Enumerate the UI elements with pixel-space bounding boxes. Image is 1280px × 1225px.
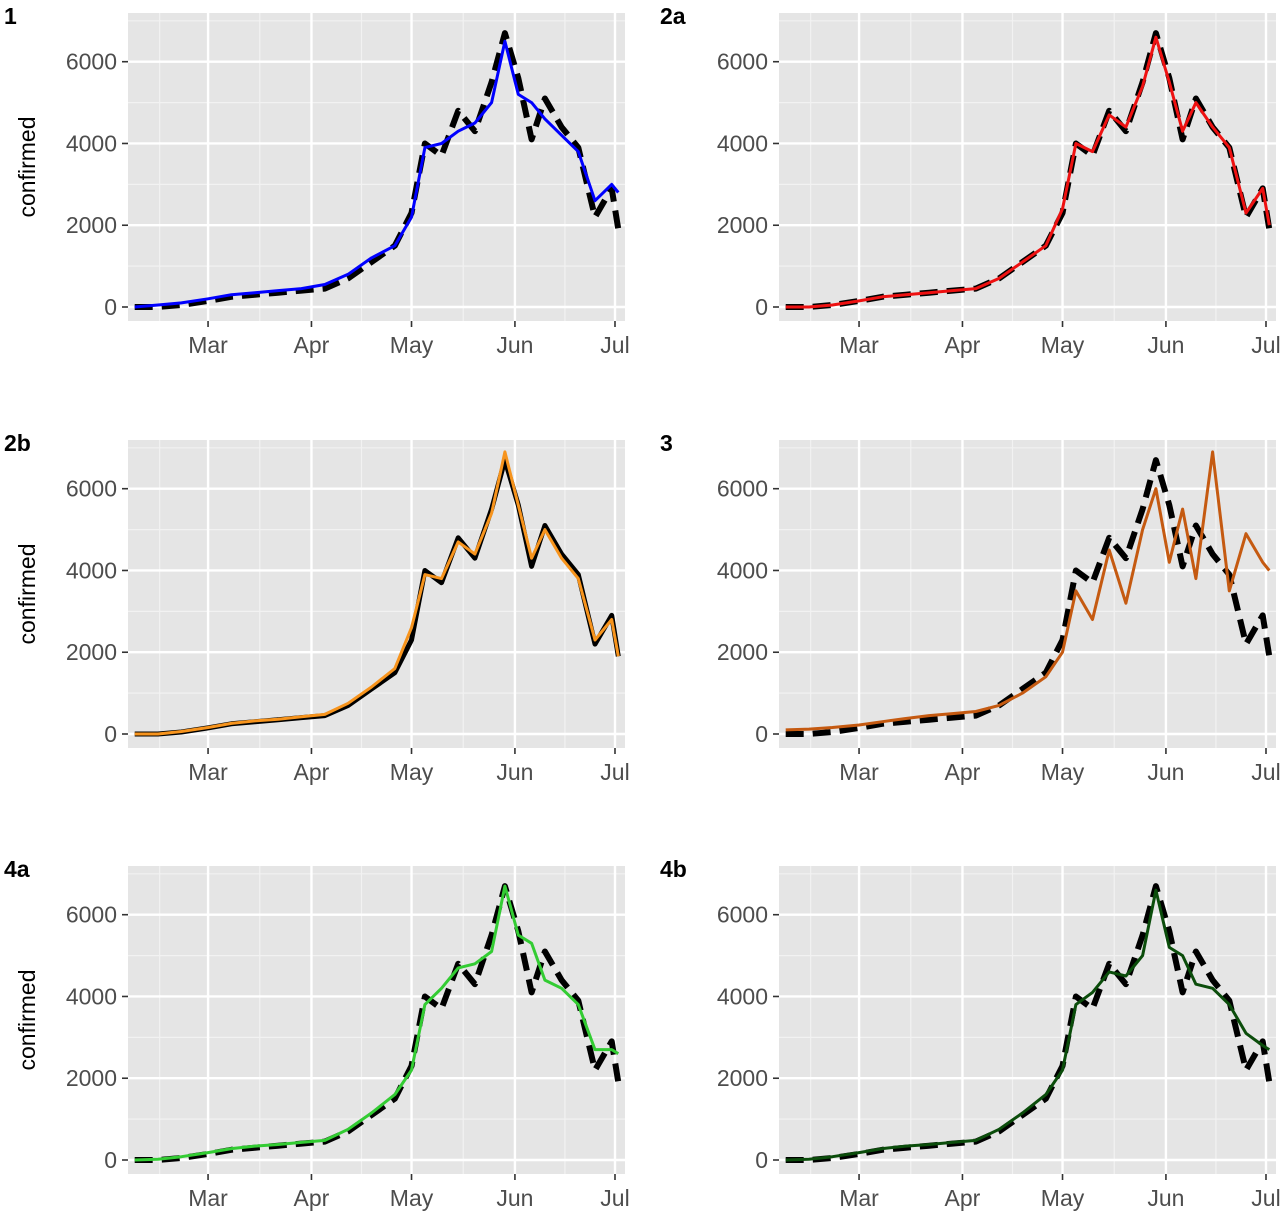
series-line-fitted bbox=[785, 35, 1271, 309]
x-tick-label: Jun bbox=[496, 332, 533, 358]
x-tick-label: May bbox=[1041, 1185, 1085, 1211]
x-tick-label: Apr bbox=[294, 332, 330, 358]
y-axis-title: confirmed bbox=[14, 117, 40, 218]
x-tick-label: Jun bbox=[1147, 1185, 1184, 1211]
y-tick-label: 2000 bbox=[66, 1065, 117, 1091]
x-tick-label: Mar bbox=[188, 1185, 228, 1211]
y-tick-label: 4000 bbox=[66, 130, 117, 156]
y-tick-label: 4000 bbox=[717, 983, 768, 1009]
y-tick-label: 4000 bbox=[66, 557, 117, 583]
x-tick-label: Mar bbox=[839, 759, 879, 785]
series-line-fitted bbox=[134, 884, 620, 1162]
y-tick-label: 6000 bbox=[717, 902, 768, 928]
x-tick-label: Jul bbox=[1251, 332, 1280, 358]
y-tick-label: 6000 bbox=[66, 49, 117, 75]
y-tick-label: 0 bbox=[104, 1147, 117, 1173]
y-tick-label: 0 bbox=[755, 294, 768, 320]
x-tick-label: Mar bbox=[839, 1185, 879, 1211]
y-tick-label: 6000 bbox=[66, 902, 117, 928]
panel-background bbox=[779, 866, 1276, 1174]
series-line-fitted bbox=[785, 450, 1271, 732]
chart-panel-4a: Mar Apr May Jun Jul 0 2000 4000 6000 confirmed 4a bbox=[4, 856, 630, 1211]
panel-tag: 2a bbox=[660, 3, 686, 29]
y-tick-label: 4000 bbox=[717, 557, 768, 583]
x-tick-label: May bbox=[1041, 759, 1085, 785]
x-tick-label: May bbox=[390, 1185, 434, 1211]
x-tick-label: Jun bbox=[496, 1185, 533, 1211]
y-tick-label: 2000 bbox=[717, 639, 768, 665]
series-line-observed bbox=[134, 30, 622, 310]
chart-panel-2a: Mar Apr May Jun Jul 0 2000 4000 6000 2a bbox=[660, 3, 1280, 358]
y-tick-label: 6000 bbox=[66, 476, 117, 502]
series-line-fitted bbox=[134, 450, 620, 736]
x-tick-label: Apr bbox=[945, 759, 981, 785]
x-tick-label: Jun bbox=[1147, 332, 1184, 358]
panel-background bbox=[779, 440, 1276, 748]
x-tick-label: Jul bbox=[1251, 1185, 1280, 1211]
chart-panel-3: Mar Apr May Jun Jul 0 2000 4000 6000 3 bbox=[660, 430, 1280, 785]
y-tick-label: 0 bbox=[104, 721, 117, 747]
chart-panel-4b: Mar Apr May Jun Jul 0 2000 4000 6000 4b bbox=[660, 856, 1280, 1211]
y-tick-label: 4000 bbox=[66, 983, 117, 1009]
x-tick-label: May bbox=[390, 759, 434, 785]
series-line-observed bbox=[785, 883, 1273, 1163]
x-tick-label: Apr bbox=[294, 1185, 330, 1211]
y-tick-label: 0 bbox=[755, 1147, 768, 1173]
y-tick-label: 2000 bbox=[717, 1065, 768, 1091]
y-tick-label: 4000 bbox=[717, 130, 768, 156]
x-tick-label: Mar bbox=[188, 759, 228, 785]
x-tick-label: Jul bbox=[600, 759, 629, 785]
x-tick-label: Jul bbox=[600, 1185, 629, 1211]
x-tick-label: Apr bbox=[945, 1185, 981, 1211]
x-tick-label: Jun bbox=[496, 759, 533, 785]
x-tick-label: Mar bbox=[188, 332, 228, 358]
x-tick-label: May bbox=[390, 332, 434, 358]
panel-tag: 2b bbox=[4, 430, 31, 456]
series-line-fitted bbox=[134, 39, 620, 309]
series-line-observed bbox=[134, 883, 622, 1163]
y-axis-title: confirmed bbox=[14, 970, 40, 1071]
y-axis-title: confirmed bbox=[14, 544, 40, 645]
y-tick-label: 6000 bbox=[717, 476, 768, 502]
x-tick-label: Jun bbox=[1147, 759, 1184, 785]
x-tick-label: May bbox=[1041, 332, 1085, 358]
y-tick-label: 2000 bbox=[66, 639, 117, 665]
panel-background bbox=[128, 440, 625, 748]
panel-tag: 4a bbox=[4, 856, 30, 882]
x-tick-label: Apr bbox=[945, 332, 981, 358]
y-tick-label: 2000 bbox=[66, 212, 117, 238]
chart-panel-2b: Mar Apr May Jun Jul 0 2000 4000 6000 confirmed 2b bbox=[4, 430, 630, 785]
series-line-fitted bbox=[785, 888, 1271, 1162]
y-tick-label: 2000 bbox=[717, 212, 768, 238]
y-tick-label: 0 bbox=[755, 721, 768, 747]
panel-background bbox=[779, 13, 1276, 321]
x-tick-label: Jul bbox=[1251, 759, 1280, 785]
chart-panel-1: Mar Apr May Jun Jul 0 2000 4000 6000 confirmed 1 bbox=[4, 3, 630, 358]
panel-tag: 1 bbox=[4, 3, 17, 29]
x-tick-label: Jul bbox=[600, 332, 629, 358]
y-tick-label: 6000 bbox=[717, 49, 768, 75]
series-line-observed bbox=[785, 457, 1273, 737]
panel-tag: 4b bbox=[660, 856, 687, 882]
panel-background bbox=[128, 866, 625, 1174]
x-tick-label: Mar bbox=[839, 332, 879, 358]
x-tick-label: Apr bbox=[294, 759, 330, 785]
y-tick-label: 0 bbox=[104, 294, 117, 320]
panel-tag: 3 bbox=[660, 430, 673, 456]
panel-background bbox=[128, 13, 625, 321]
